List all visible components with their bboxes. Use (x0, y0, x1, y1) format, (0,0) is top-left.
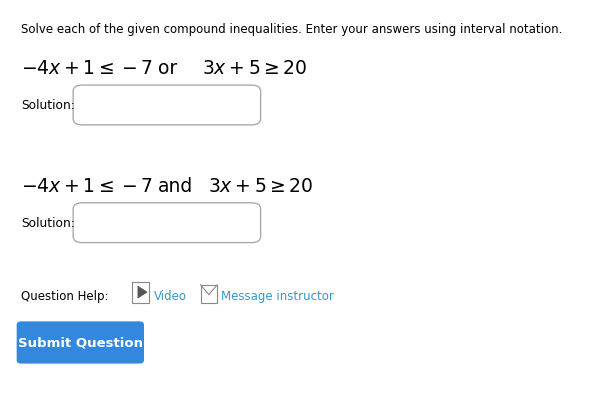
FancyBboxPatch shape (201, 285, 217, 303)
Text: or: or (158, 59, 177, 78)
FancyBboxPatch shape (132, 282, 149, 303)
Text: $-4x+1 \leq -7$: $-4x+1 \leq -7$ (21, 176, 154, 195)
Text: $-4x+1 \leq -7$: $-4x+1 \leq -7$ (21, 59, 154, 78)
Text: and: and (158, 176, 193, 195)
Text: Solve each of the given compound inequalities. Enter your answers using interval: Solve each of the given compound inequal… (21, 23, 563, 36)
Text: Message instructor: Message instructor (221, 289, 334, 302)
FancyBboxPatch shape (73, 86, 261, 126)
Text: Solution:: Solution: (21, 216, 75, 229)
Text: Solution:: Solution: (21, 99, 75, 112)
Text: Question Help:: Question Help: (21, 289, 109, 302)
Text: Submit Question: Submit Question (18, 336, 143, 349)
Text: $3x+5 \geq 20$: $3x+5 \geq 20$ (202, 59, 308, 78)
FancyBboxPatch shape (73, 203, 261, 243)
FancyBboxPatch shape (17, 322, 144, 364)
Polygon shape (138, 286, 147, 298)
Text: Video: Video (154, 289, 186, 302)
Text: $3x+5 \geq 20$: $3x+5 \geq 20$ (208, 176, 314, 195)
